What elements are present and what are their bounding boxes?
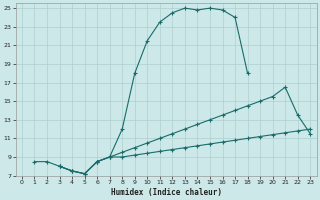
X-axis label: Humidex (Indice chaleur): Humidex (Indice chaleur)	[111, 188, 221, 197]
